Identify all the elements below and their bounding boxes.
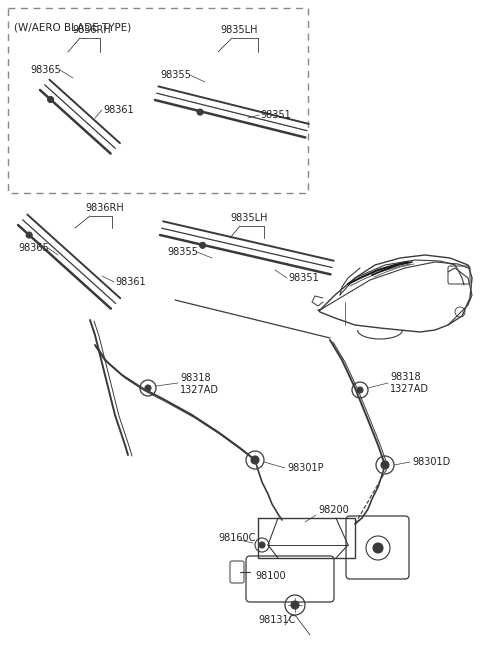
Text: 98365: 98365 (30, 65, 61, 75)
Text: 98355: 98355 (167, 247, 198, 257)
Circle shape (373, 543, 383, 553)
Circle shape (197, 109, 203, 115)
Text: 98351: 98351 (260, 110, 291, 120)
Text: 98365: 98365 (18, 243, 49, 253)
Text: 98100: 98100 (255, 571, 286, 581)
Text: 98361: 98361 (103, 105, 133, 115)
Text: 1327AD: 1327AD (180, 385, 219, 395)
Circle shape (145, 385, 151, 391)
Text: 1327AD: 1327AD (390, 384, 429, 394)
Text: 98301D: 98301D (412, 457, 450, 467)
Text: (W/AERO BLADE TYPE): (W/AERO BLADE TYPE) (14, 22, 131, 32)
Circle shape (200, 242, 205, 248)
Text: 98355: 98355 (160, 70, 191, 80)
Text: 98301P: 98301P (287, 463, 324, 473)
Text: 9835LH: 9835LH (220, 25, 257, 35)
Text: 98131C: 98131C (258, 615, 295, 625)
Text: 98318: 98318 (180, 373, 211, 383)
Text: 98200: 98200 (318, 505, 349, 515)
Text: 98318: 98318 (390, 372, 420, 382)
Text: 9835LH: 9835LH (230, 213, 267, 223)
Text: 98361: 98361 (115, 277, 145, 287)
Circle shape (381, 461, 389, 469)
Circle shape (48, 96, 54, 103)
Circle shape (291, 601, 299, 609)
Circle shape (26, 232, 32, 238)
Text: 98351: 98351 (288, 273, 319, 283)
Circle shape (259, 542, 265, 548)
Circle shape (251, 456, 259, 464)
Text: 9836RH: 9836RH (72, 25, 111, 35)
Text: 98160C: 98160C (218, 533, 255, 543)
Text: 9836RH: 9836RH (85, 203, 124, 213)
Circle shape (357, 387, 363, 393)
